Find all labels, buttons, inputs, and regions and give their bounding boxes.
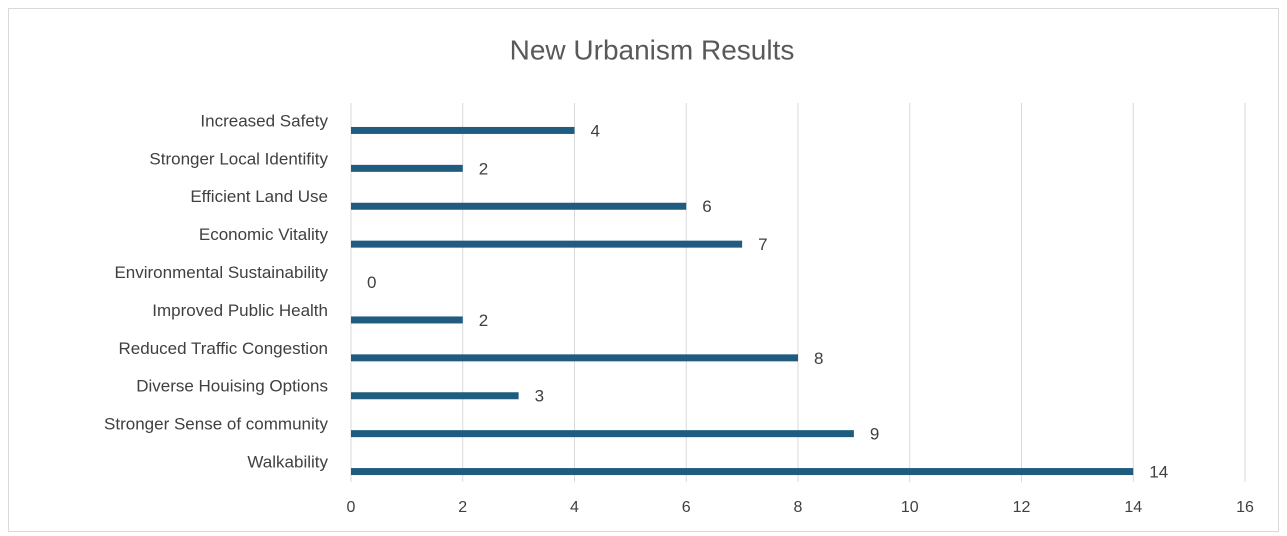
y-tick-label: Walkability (247, 453, 328, 472)
data-label: 7 (758, 235, 767, 254)
data-label: 14 (1149, 463, 1168, 482)
y-tick-label: Diverse Houising Options (136, 377, 328, 396)
bar (351, 202, 687, 210)
y-tick-label: Environmental Sustainability (114, 263, 328, 282)
bar (351, 392, 519, 400)
x-tick-label: 6 (682, 499, 691, 516)
data-label: 9 (870, 425, 879, 444)
data-label: 2 (479, 311, 488, 330)
bar (351, 430, 854, 438)
data-label: 3 (535, 387, 544, 406)
bar (351, 354, 798, 362)
bar (351, 316, 463, 324)
data-label: 8 (814, 349, 823, 368)
bar (351, 240, 743, 248)
x-tick-label: 14 (1124, 499, 1142, 516)
x-tick-label: 10 (901, 499, 919, 516)
y-tick-label: Stronger Sense of community (104, 415, 328, 434)
x-tick-label: 12 (1013, 499, 1031, 516)
bar (351, 468, 1134, 476)
bar (351, 164, 463, 172)
y-tick-label: Improved Public Health (152, 301, 328, 320)
y-tick-label: Reduced Traffic Congestion (119, 339, 328, 358)
x-tick-label: 16 (1236, 499, 1254, 516)
y-tick-label: Economic Vitality (199, 225, 329, 244)
x-tick-label: 0 (347, 499, 356, 516)
data-label: 2 (479, 159, 488, 178)
x-tick-label: 8 (794, 499, 803, 516)
chart-frame (8, 8, 1279, 532)
y-tick-label: Increased Safety (200, 111, 328, 130)
data-label: 6 (702, 197, 711, 216)
chart-title: New Urbanism Results (510, 34, 795, 65)
x-tick-label: 4 (570, 499, 579, 516)
data-label: 4 (591, 121, 600, 140)
y-tick-label: Efficient Land Use (190, 187, 328, 206)
y-tick-label: Stronger Local Identifity (149, 149, 328, 168)
x-tick-label: 2 (458, 499, 467, 516)
bar (351, 126, 575, 134)
data-label: 0 (367, 273, 376, 292)
